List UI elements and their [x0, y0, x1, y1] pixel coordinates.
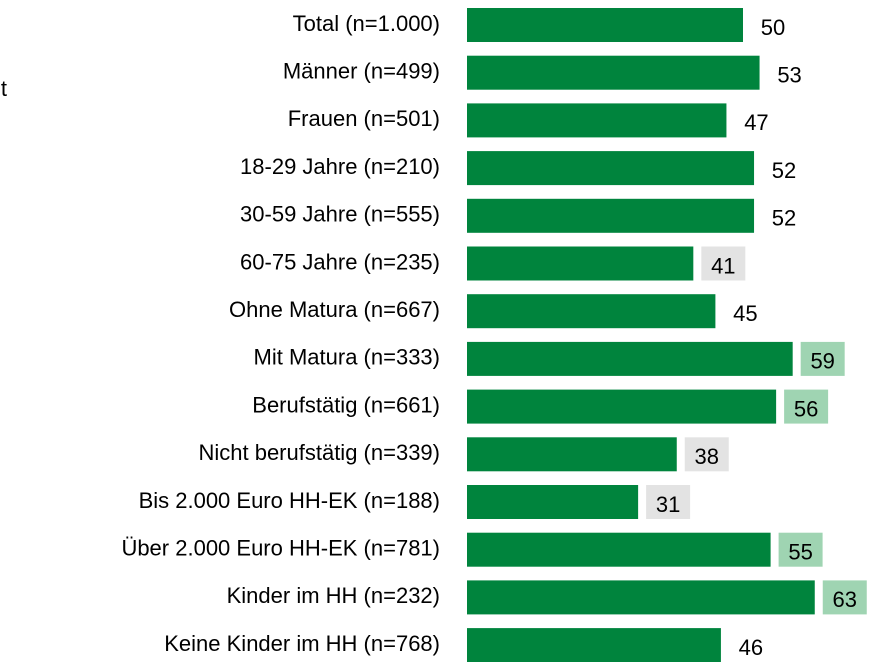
- category-label: Bis 2.000 Euro HH-EK (n=188): [139, 488, 440, 513]
- bar: [467, 485, 639, 519]
- value-label: 45: [733, 301, 757, 326]
- value-label: 53: [777, 63, 801, 88]
- value-label: 41: [711, 253, 735, 278]
- category-label: Über 2.000 Euro HH-EK (n=781): [121, 536, 440, 561]
- bar: [467, 294, 716, 329]
- category-label: Nicht berufstätig (n=339): [198, 440, 440, 465]
- bar: [467, 198, 755, 233]
- bar: [467, 437, 677, 472]
- value-label-box: [684, 437, 729, 472]
- value-label: 55: [788, 540, 812, 565]
- bar: [467, 580, 815, 615]
- value-label: 52: [772, 158, 796, 183]
- value-label-box: [822, 580, 867, 615]
- value-label: 56: [794, 396, 818, 421]
- category-label: Kinder im HH (n=232): [227, 583, 440, 608]
- category-label: Ohne Matura (n=667): [229, 297, 440, 322]
- value-label-box: [646, 485, 691, 519]
- bar: [467, 389, 777, 424]
- value-label: 31: [656, 492, 680, 517]
- bar: [467, 151, 755, 186]
- bar: [467, 628, 721, 662]
- value-label: 59: [810, 349, 834, 374]
- bar: [467, 532, 771, 567]
- bar: [467, 103, 727, 138]
- annotation: t: [1, 76, 7, 101]
- category-label: Männer (n=499): [283, 59, 440, 84]
- category-label: Berufstätig (n=661): [252, 392, 440, 417]
- value-label: 63: [833, 587, 857, 612]
- value-label-box: [784, 389, 829, 424]
- value-label: 50: [761, 15, 785, 40]
- category-label: 18-29 Jahre (n=210): [240, 154, 440, 179]
- category-label: Total (n=1.000): [293, 11, 440, 36]
- value-label: 52: [772, 206, 796, 231]
- category-label: 30-59 Jahre (n=555): [240, 202, 440, 227]
- bar: [467, 55, 760, 90]
- bar: [467, 341, 793, 376]
- bar: [467, 8, 743, 42]
- value-label-box: [701, 246, 746, 281]
- value-label-box: [778, 532, 823, 567]
- value-label: 47: [744, 110, 768, 135]
- category-label: Frauen (n=501): [288, 106, 440, 131]
- value-label: 38: [695, 444, 719, 469]
- value-label-box: [800, 341, 845, 376]
- category-label: Keine Kinder im HH (n=768): [164, 631, 440, 656]
- category-label: Mit Matura (n=333): [254, 345, 440, 370]
- value-label: 46: [739, 635, 763, 660]
- category-label: 60-75 Jahre (n=235): [240, 249, 440, 274]
- bar: [467, 246, 694, 281]
